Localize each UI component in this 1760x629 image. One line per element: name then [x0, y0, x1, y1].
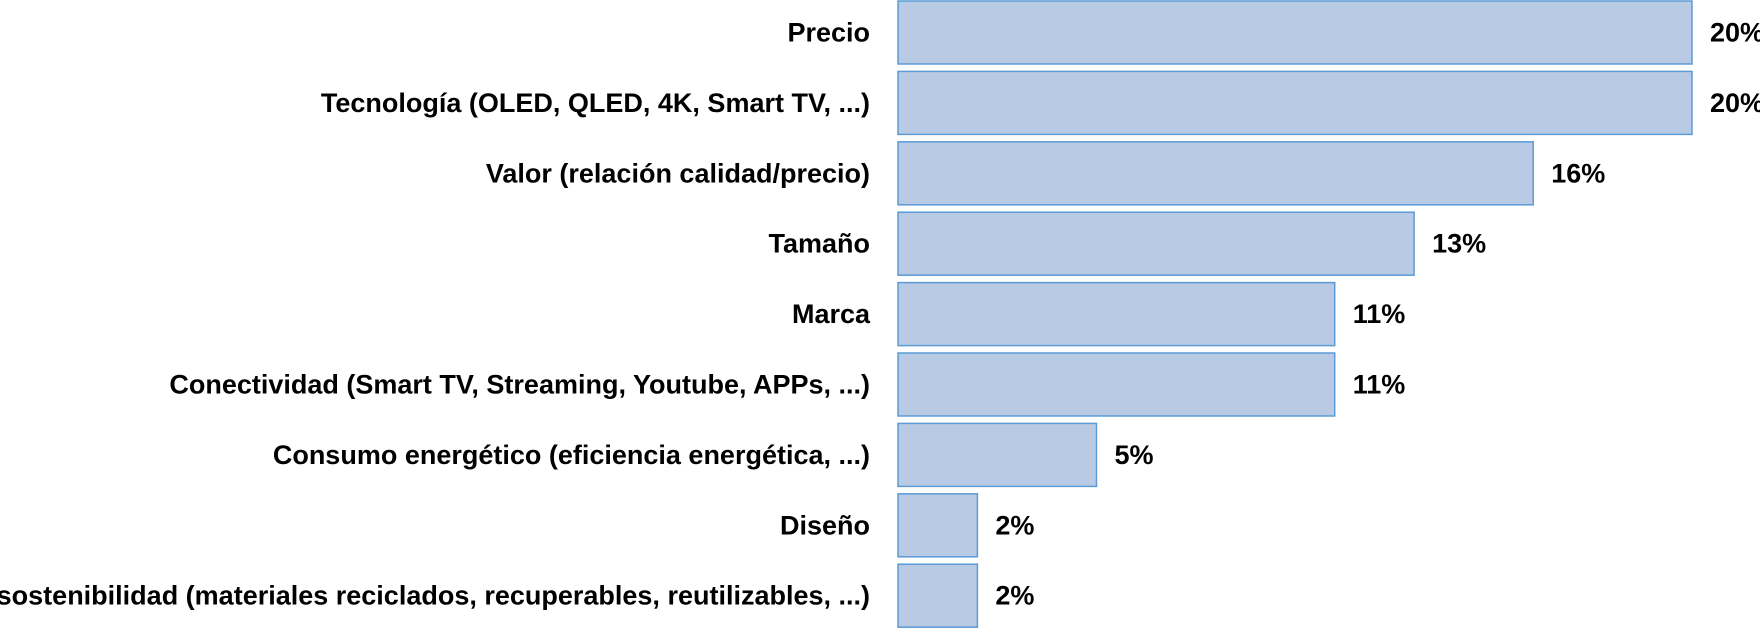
category-label: Precio	[787, 18, 870, 48]
bar	[897, 352, 1336, 417]
category-labels-layer: Precio Tecnología (OLED, QLED, 4K, Smart …	[0, 18, 871, 611]
bar	[897, 0, 1693, 65]
bars-layer	[897, 0, 1693, 628]
value-label: 2%	[995, 581, 1034, 611]
bar	[897, 281, 1336, 347]
value-label: 5%	[1115, 440, 1154, 470]
category-label: Conectividad (Smart TV, Streaming, Youtu…	[169, 370, 870, 400]
bar	[897, 141, 1534, 206]
category-label: Consumo energético (eficiencia energétic…	[273, 440, 870, 470]
value-label: 13%	[1432, 229, 1486, 259]
value-label: 2%	[995, 510, 1034, 540]
category-label: Ecosostenibilidad (materiales reciclados…	[0, 581, 870, 611]
bar	[897, 422, 1098, 488]
value-label: 16%	[1551, 158, 1605, 188]
value-labels-layer: 20% 20% 16% 13% 11% 11% 5% 2% 2%	[995, 18, 1760, 611]
value-label: 11%	[1353, 299, 1406, 329]
bar	[897, 563, 979, 628]
category-label: Diseño	[780, 510, 870, 540]
value-label: 20%	[1710, 18, 1760, 48]
bar	[897, 211, 1415, 276]
category-label: Valor (relación calidad/precio)	[486, 158, 870, 188]
category-label: Tecnología (OLED, QLED, 4K, Smart TV, ..…	[321, 88, 870, 118]
category-label: Marca	[792, 299, 871, 329]
bar	[897, 493, 979, 558]
bar	[897, 70, 1693, 136]
category-label: Tamaño	[768, 229, 870, 259]
value-label: 20%	[1710, 88, 1760, 118]
value-label: 11%	[1353, 370, 1406, 400]
